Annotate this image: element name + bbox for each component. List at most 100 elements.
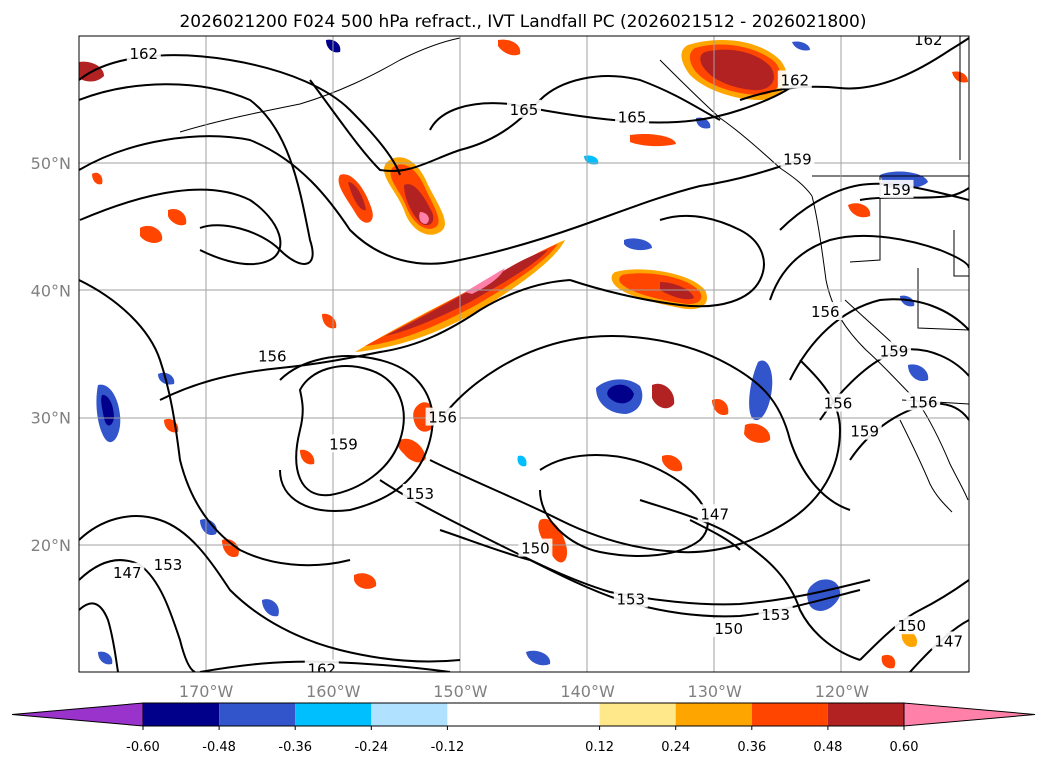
north-blob-pink	[419, 212, 429, 224]
blob-mid-10	[498, 39, 521, 56]
contour-label-background	[326, 434, 361, 453]
colorbar-segment	[143, 703, 220, 726]
blue-9	[200, 519, 217, 536]
contour-label: 165	[510, 101, 539, 119]
contour-label-background	[911, 36, 946, 48]
contour-label: 150	[897, 617, 926, 635]
colorbar-tick-label: 0.36	[737, 740, 766, 755]
blob-mid-13	[354, 573, 377, 589]
blob-mid-20	[92, 172, 103, 185]
bc-coast	[659, 59, 813, 197]
us-states-3	[917, 268, 969, 331]
contour-150-right	[859, 579, 969, 661]
contour-label: 156	[258, 348, 287, 366]
blue-16	[517, 455, 527, 467]
blob-mid-15	[712, 398, 729, 416]
contour-label-background	[697, 504, 732, 523]
us-west-coast	[811, 195, 969, 501]
colorbar-extend-low	[11, 702, 144, 727]
colorbar-tick-label: 0.24	[661, 740, 690, 755]
blue-7	[526, 650, 551, 666]
blue-4	[807, 579, 841, 611]
contour-label-background	[879, 179, 914, 198]
blue-14	[98, 651, 113, 665]
contour-156-coast	[789, 298, 969, 381]
colorbar-segment	[295, 703, 372, 726]
map-plot-area: 162 165 165 162 162 159 159 156 156 159 156 159 156 1…	[78, 31, 970, 679]
contour-label-background	[808, 302, 843, 320]
y-tick-label: 30°N	[31, 409, 71, 428]
contour-153-center	[279, 355, 434, 512]
blue-6	[908, 364, 929, 382]
blob-mid-17	[881, 654, 896, 669]
plot-frame	[78, 35, 970, 673]
colorbar-segment	[751, 703, 828, 726]
y-tick-label: 50°N	[31, 154, 71, 173]
contour-153-lower	[79, 515, 461, 663]
blob-mid-18	[901, 631, 918, 648]
blue-1-core	[607, 384, 634, 404]
contour-label: 153	[616, 591, 645, 609]
blob-mid-3	[652, 383, 675, 409]
contour-156-east	[769, 234, 969, 301]
contour-label: 150	[714, 620, 743, 638]
colorbar-tick-label: 0.48	[813, 740, 842, 755]
colorbar-tick-label: -0.60	[126, 740, 160, 755]
y-tick-label: 40°N	[31, 281, 71, 300]
blue-3	[749, 360, 773, 421]
contour-label: 162	[307, 661, 336, 679]
contour-label-background	[402, 483, 437, 502]
contour-label: 147	[700, 505, 729, 523]
chart-title: 2026021200 F024 500 hPa refract., IVT La…	[179, 12, 866, 32]
ar-band-pink	[465, 268, 505, 294]
contour-159-center	[295, 365, 405, 497]
blob-mid-4	[744, 423, 771, 443]
coastlines	[179, 36, 969, 513]
alaska-coast	[179, 37, 461, 133]
contour-label-background	[894, 616, 929, 635]
contour-label-background	[255, 346, 290, 365]
x-tick-label: 120°W	[815, 682, 870, 701]
x-tick-label: 150°W	[433, 682, 488, 701]
contour-label: 159	[882, 181, 911, 199]
contour-159-east	[779, 182, 969, 231]
us-states-2	[953, 230, 969, 277]
contour-label: 162	[914, 31, 943, 49]
contour-label-background	[304, 659, 339, 672]
colorbar-segment	[599, 703, 676, 726]
contour-153-center-lower	[379, 479, 871, 606]
contour-label: 159	[329, 435, 358, 453]
contour-label-background	[877, 341, 911, 360]
y-axis-ticks: 50°N 40°N 30°N 20°N	[31, 154, 71, 555]
contour-label-background	[780, 149, 815, 168]
contour-156-mid	[159, 279, 571, 401]
contour-label-background	[507, 99, 541, 118]
contour-165	[309, 75, 721, 172]
contour-label-background	[613, 589, 648, 608]
contour-label: 162	[780, 72, 809, 90]
colorbar-segment	[219, 703, 296, 726]
colorbar-tick-label: -0.48	[202, 740, 236, 755]
contour-label: 156	[428, 409, 457, 427]
colorbar-segment	[371, 703, 448, 726]
colorbar-tick-label: 0.60	[890, 740, 919, 755]
colorbar: -0.60 -0.48 -0.36 -0.24 -0.12 0.12 0.24 0.36 0.4…	[11, 702, 1036, 755]
blob-mid-16	[848, 203, 871, 218]
ec-blob-dark	[660, 282, 694, 300]
contour-lower-loop	[539, 454, 709, 557]
contour-label: 150	[521, 540, 550, 558]
us-states-1	[849, 176, 881, 263]
ne-blob-dark	[700, 49, 774, 91]
ar-band-dark-red	[385, 250, 548, 336]
contour-label-background	[931, 631, 966, 650]
contour-label: 162	[129, 45, 158, 63]
contour-label: 153	[405, 485, 434, 503]
contour-label-background	[847, 421, 882, 440]
contour-label-background	[906, 392, 941, 411]
contour-label: 153	[154, 556, 183, 574]
colorbar-segment	[827, 703, 904, 726]
blue-8	[262, 599, 279, 617]
contour-label: 156	[811, 303, 840, 321]
x-tick-label: 160°W	[306, 682, 361, 701]
